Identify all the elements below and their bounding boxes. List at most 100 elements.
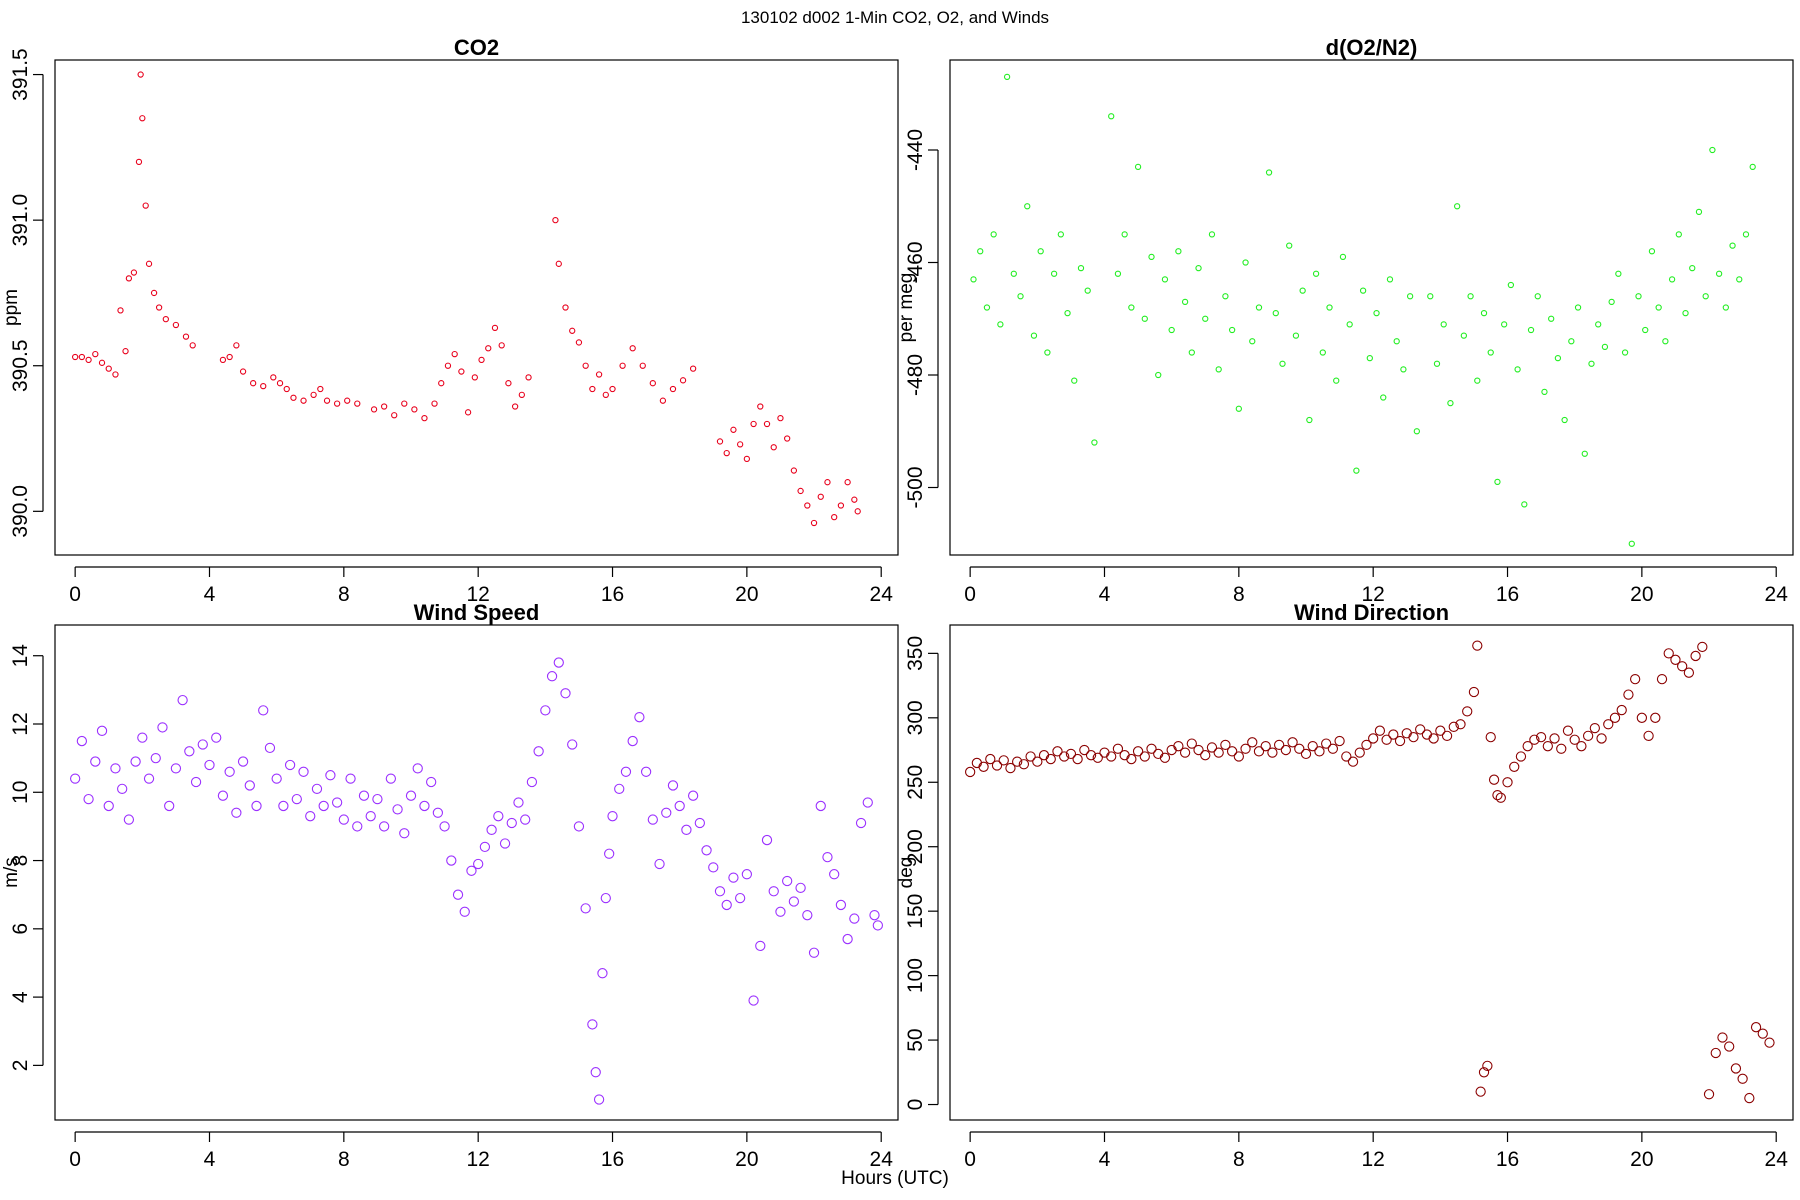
data-point-wind_speed <box>331 797 343 808</box>
data-point-wind_direction <box>1737 1073 1748 1084</box>
data-point-o2 <box>1729 242 1736 249</box>
data-point-o2 <box>1181 298 1189 306</box>
data-point-wind_direction <box>1052 746 1063 757</box>
data-point-wind_speed <box>590 1067 601 1078</box>
data-point-co2 <box>511 403 519 410</box>
data-point-o2 <box>1635 293 1642 300</box>
data-point-wind_direction <box>1670 654 1681 665</box>
data-point-co2 <box>155 304 163 311</box>
data-point-wind_speed <box>661 807 672 818</box>
data-point-o2 <box>1548 315 1555 322</box>
data-point-wind_speed <box>90 756 101 767</box>
data-point-co2 <box>130 269 138 276</box>
data-point-co2 <box>575 339 583 346</box>
data-point-wind_speed <box>627 735 638 747</box>
y-tick-label-wind_speed: 4 <box>9 991 32 1003</box>
data-point-o2 <box>1215 366 1222 373</box>
data-point-wind_direction <box>1179 747 1191 758</box>
data-point-wind_speed <box>170 763 182 774</box>
data-point-wind_speed <box>271 773 282 784</box>
data-point-wind_speed <box>540 705 551 716</box>
data-point-wind_speed <box>264 742 276 754</box>
x-tick-label-wind_direction: 8 <box>1233 1148 1245 1171</box>
data-point-wind_speed <box>802 910 813 921</box>
data-point-wind_direction <box>1119 750 1130 761</box>
data-point-co2 <box>595 371 603 378</box>
y-axis-label-wind_direction: deg <box>896 857 917 889</box>
data-point-o2 <box>1662 338 1669 345</box>
data-point-co2 <box>629 345 636 352</box>
data-point-o2 <box>1148 253 1155 261</box>
data-point-o2 <box>1568 338 1575 345</box>
data-point-o2 <box>1749 163 1756 171</box>
data-point-o2 <box>1574 304 1582 311</box>
data-point-o2 <box>1433 360 1441 367</box>
plot-frame-co2 <box>54 59 899 556</box>
data-point-wind_speed <box>580 903 591 914</box>
data-point-co2 <box>824 479 831 486</box>
data-point-wind_direction <box>1478 1067 1490 1078</box>
data-point-o2 <box>1480 309 1488 317</box>
data-point-wind_speed <box>506 817 517 829</box>
data-point-wind_direction <box>1038 750 1050 761</box>
x-tick-label-o2: 16 <box>1496 583 1519 606</box>
data-point-wind_direction <box>1112 743 1124 754</box>
data-point-wind_speed <box>345 773 356 784</box>
data-point-co2 <box>817 493 824 500</box>
data-point-co2 <box>619 362 626 369</box>
data-point-co2 <box>730 426 737 433</box>
data-point-o2 <box>1742 231 1750 238</box>
data-point-wind_direction <box>1273 739 1285 751</box>
data-point-wind_direction <box>1683 667 1695 678</box>
y-tick-label-o2: -460 <box>904 241 927 283</box>
data-point-wind_speed <box>197 739 208 750</box>
data-point-wind_speed <box>872 920 883 931</box>
x-tick-label-co2: 8 <box>338 583 350 606</box>
data-point-wind_speed <box>587 1019 598 1030</box>
data-point-wind_direction <box>1334 735 1345 747</box>
data-point-wind_speed <box>869 910 880 921</box>
data-point-wind_speed <box>486 824 497 835</box>
data-point-wind_direction <box>1099 747 1110 758</box>
data-point-wind_speed <box>768 886 779 897</box>
data-point-wind_speed <box>164 800 175 812</box>
data-point-wind_speed <box>761 834 773 846</box>
data-point-wind_direction <box>1603 719 1614 730</box>
data-point-wind_direction <box>1502 777 1513 788</box>
data-point-wind_direction <box>1690 650 1701 662</box>
data-point-wind_direction <box>1005 762 1016 774</box>
data-point-co2 <box>142 202 149 209</box>
data-point-co2 <box>260 382 267 390</box>
data-point-wind_speed <box>607 811 618 822</box>
data-point-co2 <box>837 502 845 509</box>
data-point-co2 <box>283 385 290 393</box>
data-point-wind_speed <box>520 814 531 825</box>
data-point-wind_speed <box>291 793 302 805</box>
y-tick-label-wind_direction: 200 <box>904 829 927 864</box>
data-point-o2 <box>1621 349 1629 356</box>
data-point-wind_direction <box>1724 1041 1735 1052</box>
data-point-wind_speed <box>640 766 652 777</box>
y-tick-label-wind_direction: 300 <box>904 700 927 735</box>
data-point-wind_direction <box>1327 743 1339 754</box>
y-axis-label-wind_speed: m/s <box>1 857 22 888</box>
data-point-wind_direction <box>1059 751 1070 762</box>
data-point-wind_speed <box>822 851 833 863</box>
data-point-wind_direction <box>1448 721 1459 732</box>
data-point-wind_speed <box>593 1094 605 1105</box>
data-point-wind_direction <box>1300 748 1312 760</box>
data-point-wind_direction <box>1072 753 1083 765</box>
data-point-wind_direction <box>1744 1092 1755 1104</box>
data-point-wind_speed <box>338 814 349 825</box>
data-point-wind_direction <box>1092 752 1103 763</box>
data-point-wind_speed <box>728 872 739 883</box>
data-point-wind_direction <box>1750 1022 1762 1033</box>
data-point-co2 <box>750 420 757 428</box>
data-point-co2 <box>478 356 485 364</box>
data-point-co2 <box>78 353 86 361</box>
data-point-wind_direction <box>1018 759 1030 770</box>
data-point-o2 <box>1406 293 1414 300</box>
data-point-wind_direction <box>1032 756 1043 767</box>
data-point-o2 <box>1017 293 1024 300</box>
